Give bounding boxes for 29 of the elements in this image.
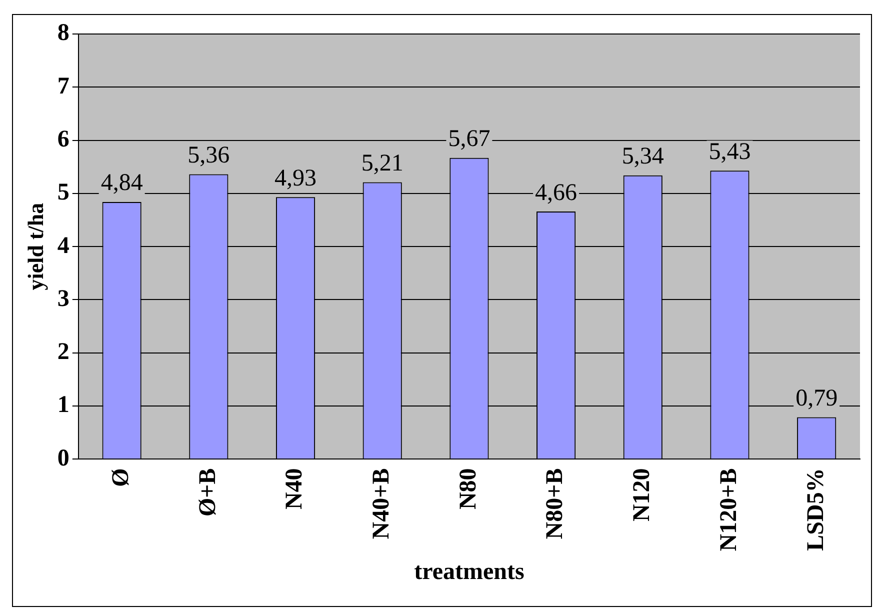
y-tick-label: 0 (57, 445, 70, 472)
x-tick-label: Ø+B (194, 468, 221, 517)
x-tick-label: N40+B (368, 468, 395, 540)
data-label: 4,84 (100, 170, 143, 196)
x-tick-label: N120 (629, 468, 656, 522)
data-label: 5,43 (708, 138, 751, 165)
data-label: 5,21 (361, 150, 404, 177)
data-label: 5,36 (188, 142, 230, 169)
data-label: 0,79 (796, 385, 838, 412)
x-axis-title: treatments (414, 558, 524, 585)
data-label: 5,67 (448, 126, 490, 152)
x-tick-label: N80+B (542, 468, 568, 540)
y-axis-title: yield t/ha (22, 202, 48, 290)
y-tick-label: 6 (57, 126, 70, 152)
x-tick-label: Ø (108, 468, 134, 487)
x-tick-label: N120+B (716, 468, 742, 552)
y-tick-label: 8 (57, 20, 70, 46)
data-label: 4,66 (535, 180, 578, 206)
y-tick-label: 5 (57, 180, 70, 206)
x-tick-label: N80 (455, 468, 482, 510)
data-label: 4,93 (274, 165, 317, 192)
y-tick-label: 7 (57, 73, 70, 100)
y-tick-label: 1 (57, 392, 70, 418)
data-label: 5,34 (622, 144, 664, 170)
y-tick-label: 2 (57, 339, 70, 366)
y-tick-label: 4 (57, 232, 70, 259)
x-tick-label: LSD5% (802, 468, 829, 551)
x-tick-label: N40 (282, 468, 308, 510)
y-tick-label: 3 (57, 286, 70, 312)
